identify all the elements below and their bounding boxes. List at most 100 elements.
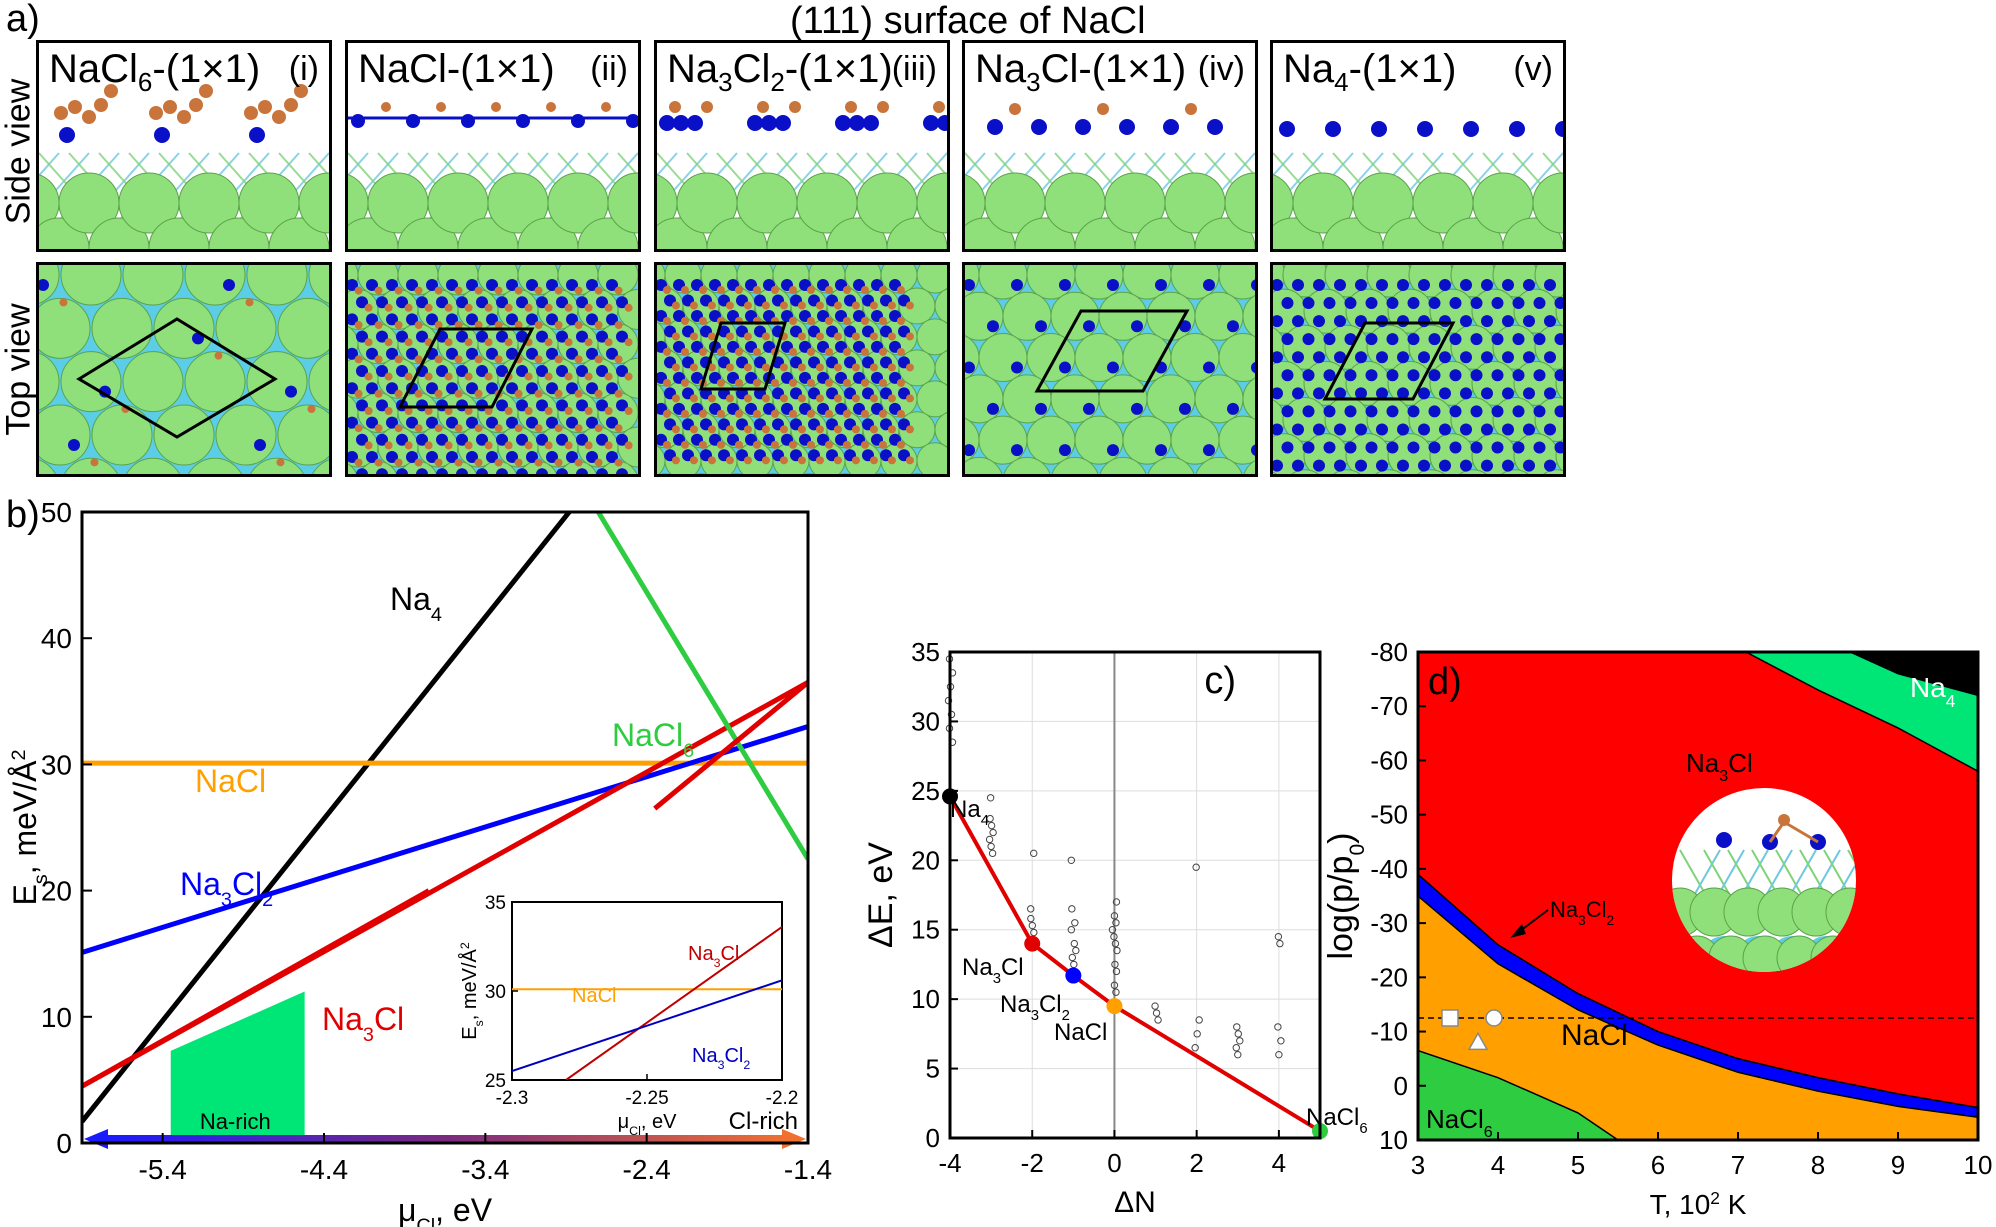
na-surface-atom [1292, 351, 1304, 364]
cl-surface-atom [454, 389, 463, 398]
cl-atom [911, 473, 923, 474]
na-surface-atom [406, 347, 418, 360]
cl-surface-atom [434, 424, 443, 433]
cl-surface-atom [272, 110, 286, 124]
cl-surface-atom [584, 338, 593, 347]
cl-surface-atom [698, 317, 707, 325]
x-tick-label: 10 [1964, 1150, 1993, 1180]
scatter-point [1112, 967, 1121, 976]
na-surface-atom [1460, 279, 1472, 291]
cl-surface-atom [815, 332, 824, 341]
panel-numeral: (ii) [590, 50, 628, 88]
region-label-NaCl6: NaCl6 [1426, 1104, 1493, 1141]
inset-y-tick-label: 35 [485, 893, 506, 914]
na-surface-atom [1491, 405, 1504, 418]
cl-surface-atom [662, 409, 671, 418]
na-surface-atom [586, 313, 598, 326]
cl-atom [308, 352, 329, 411]
na-surface-atom [516, 114, 530, 128]
cl-surface-atom [374, 286, 383, 295]
cl-surface-atom [90, 458, 99, 467]
cl-atom [1532, 172, 1563, 234]
cl-surface-atom [374, 355, 383, 364]
x-tick-label: 3 [1411, 1150, 1425, 1180]
cl-surface-atom [815, 425, 824, 434]
na-surface-atom [1203, 361, 1215, 374]
cl-surface-atom [896, 317, 905, 325]
na-surface-atom [1523, 423, 1535, 436]
x-tick-label: 0 [1107, 1148, 1121, 1178]
na-surface-atom [486, 416, 498, 429]
cl-atom [1147, 456, 1195, 474]
point-label-Na3Cl: Na3Cl [962, 954, 1024, 987]
na-surface-atom [596, 365, 608, 377]
side-view-panel-1: NaCl6-(1×1) (i) [36, 40, 332, 252]
cl-surface-atom [484, 372, 493, 381]
cl-surface-atom [896, 347, 905, 356]
cl-atom [916, 172, 947, 234]
cl-surface-atom [189, 98, 203, 112]
cl-surface-atom [394, 389, 403, 398]
scatter-point [1234, 1030, 1242, 1038]
cl-surface-atom [698, 409, 707, 418]
top-view-panel-2 [345, 262, 641, 477]
cl-atom [803, 473, 815, 474]
na-surface-atom [1355, 459, 1367, 472]
na-surface-atom [436, 433, 448, 446]
inset-y-tick-label: 25 [485, 1071, 506, 1092]
cl-surface-atom [743, 363, 752, 372]
series-line-Na3Cl-segment [653, 680, 808, 811]
cl-surface-atom [544, 441, 553, 450]
cl-surface-atom [878, 286, 887, 295]
na-surface-atom [406, 114, 420, 128]
cl-surface-atom [725, 363, 734, 372]
na-surface-atom [1107, 361, 1119, 374]
cl-surface-atom [689, 394, 698, 403]
cl-surface-atom [806, 440, 815, 449]
na-surface-atom [566, 313, 578, 326]
cl-surface-atom [743, 332, 752, 341]
na-surface-atom [576, 296, 588, 309]
cl-surface-atom [851, 456, 860, 465]
cl-surface-atom [860, 378, 869, 387]
cl-surface-atom [788, 440, 797, 449]
na-surface-atom [1397, 459, 1409, 472]
highlighted-point-Na3Cl2 [1065, 967, 1082, 984]
scatter-point [1275, 1050, 1283, 1059]
na-surface-atom [1502, 315, 1514, 328]
na-surface-atom [1407, 405, 1420, 418]
y-tick-label: 10 [911, 984, 940, 1014]
na-surface-atom [376, 365, 388, 377]
cl-surface-atom [354, 286, 363, 295]
cl-surface-atom [464, 407, 473, 415]
na-surface-atom [426, 451, 438, 463]
na-surface-atom [1428, 405, 1441, 418]
na-surface-atom [616, 365, 628, 377]
cl-surface-atom [869, 394, 878, 403]
na-surface-atom [1376, 423, 1388, 436]
cl-surface-atom [354, 321, 363, 329]
cl-surface-atom [414, 286, 423, 295]
cl-surface-atom [491, 102, 501, 112]
cl-surface-atom [534, 286, 543, 295]
scatter-point [986, 814, 994, 823]
cl-atom [1543, 469, 1563, 474]
cl-surface-atom [584, 441, 593, 450]
na-surface-atom [1481, 387, 1493, 400]
cl-surface-atom [680, 440, 689, 449]
na-surface-atom [59, 127, 75, 143]
scatter-point [1232, 1044, 1240, 1052]
cl-surface-atom [424, 372, 433, 381]
cl-surface-atom [484, 338, 493, 347]
cl-surface-atom [614, 389, 623, 398]
na-surface-atom [1428, 369, 1441, 382]
na-surface-atom [526, 279, 538, 291]
na-surface-atom [1334, 279, 1346, 291]
cl-atom [607, 172, 638, 234]
cl-surface-atom [394, 458, 403, 467]
na-surface-atom [1292, 387, 1304, 400]
cl-surface-atom [887, 394, 896, 403]
na-surface-atom [1523, 279, 1535, 291]
cl-surface-atom [662, 378, 671, 387]
cl-surface-atom [725, 456, 734, 465]
